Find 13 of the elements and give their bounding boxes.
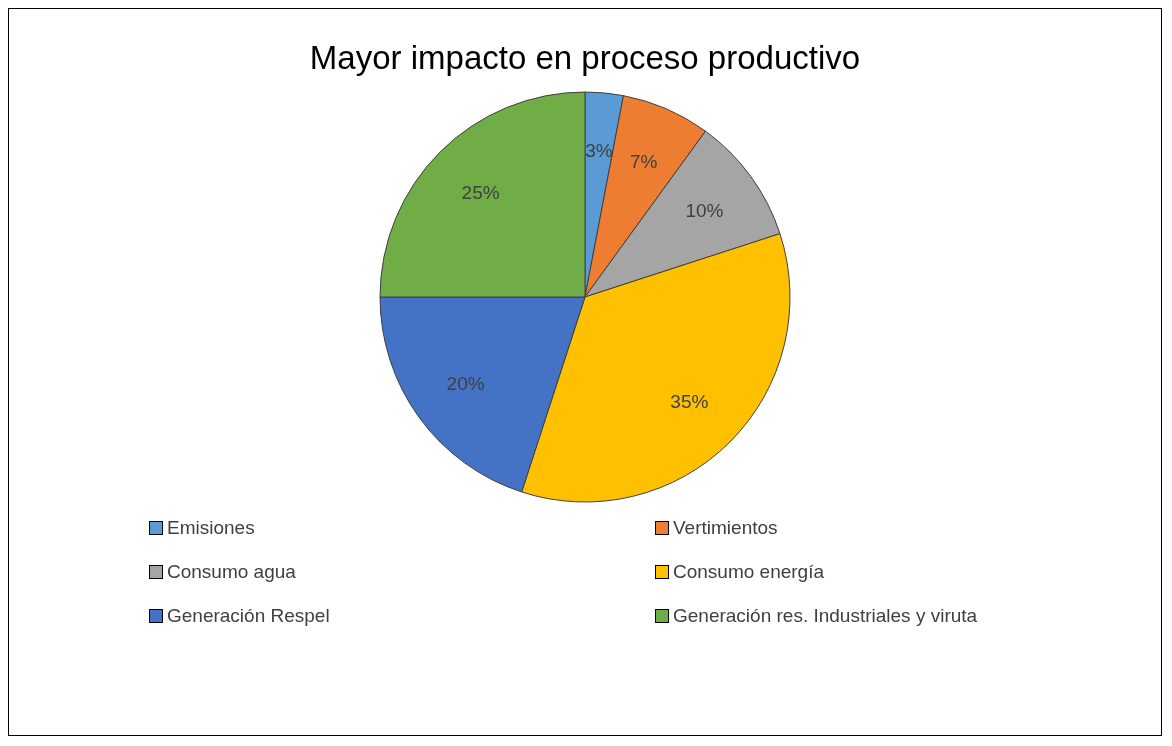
data-label: 35%: [670, 390, 709, 412]
legend-label: Vertimientos: [673, 517, 778, 539]
legend-label: Generación Respel: [167, 605, 330, 627]
chart-title: Mayor impacto en proceso productivo: [308, 38, 862, 77]
data-label: 25%: [461, 182, 500, 204]
data-label: 20%: [446, 373, 485, 395]
legend-label: Emisiones: [167, 517, 255, 539]
data-label: 7%: [629, 151, 658, 173]
data-label: 3%: [585, 139, 613, 161]
legend-label: Consumo agua: [167, 561, 296, 583]
legend-label: Consumo energía: [673, 561, 825, 583]
legend-label: Generación res. Industriales y viruta: [673, 605, 978, 627]
data-label: 10%: [685, 199, 724, 221]
